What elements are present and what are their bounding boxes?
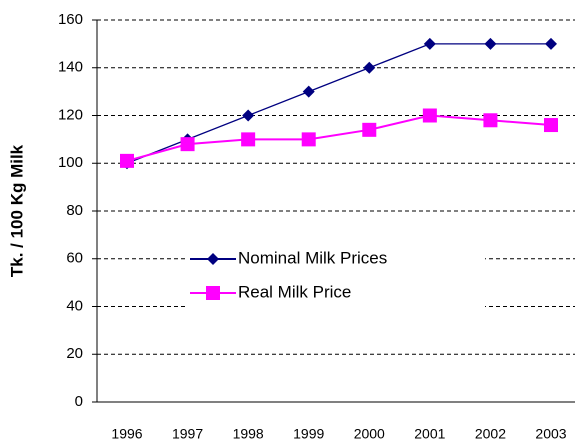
x-tick-label: 2002 bbox=[475, 426, 506, 442]
point bbox=[483, 113, 498, 128]
legend-label: Nominal Milk Prices bbox=[238, 248, 387, 267]
y-tick-label: 160 bbox=[58, 11, 83, 28]
x-tick-label: 2003 bbox=[535, 426, 566, 442]
y-tick-label: 60 bbox=[66, 250, 83, 267]
point bbox=[180, 137, 195, 152]
x-tick-label: 1996 bbox=[111, 426, 142, 442]
x-tick-label: 2000 bbox=[354, 426, 385, 442]
x-tick-label: 1998 bbox=[233, 426, 264, 442]
point bbox=[301, 132, 316, 147]
point bbox=[544, 118, 558, 133]
series-line bbox=[126, 43, 551, 164]
point bbox=[363, 61, 376, 74]
point bbox=[423, 37, 436, 50]
y-tick-label: 80 bbox=[66, 202, 83, 219]
point bbox=[484, 37, 497, 50]
x-tick-label: 2001 bbox=[414, 426, 445, 442]
point bbox=[120, 153, 134, 168]
y-tick-label: 20 bbox=[66, 345, 83, 362]
x-tick-label: 1999 bbox=[293, 426, 324, 442]
x-tick-label: 1997 bbox=[172, 426, 203, 442]
series-line bbox=[126, 114, 552, 162]
point bbox=[207, 253, 219, 265]
legend-label: Real Milk Price bbox=[238, 282, 351, 301]
point bbox=[242, 109, 255, 122]
point bbox=[241, 132, 256, 147]
y-tick-label: 140 bbox=[58, 59, 83, 76]
point bbox=[362, 122, 377, 137]
y-tick-label: 120 bbox=[58, 106, 83, 123]
point bbox=[206, 286, 220, 300]
y-tick-label: 40 bbox=[66, 297, 83, 314]
legend-box bbox=[185, 242, 485, 310]
point bbox=[422, 108, 437, 123]
point bbox=[545, 37, 557, 50]
y-tick-label: 0 bbox=[75, 393, 83, 410]
y-axis-label: Tk. / 100 Kg Milk bbox=[7, 144, 26, 277]
y-tick-label: 100 bbox=[58, 154, 83, 171]
point bbox=[302, 85, 315, 98]
